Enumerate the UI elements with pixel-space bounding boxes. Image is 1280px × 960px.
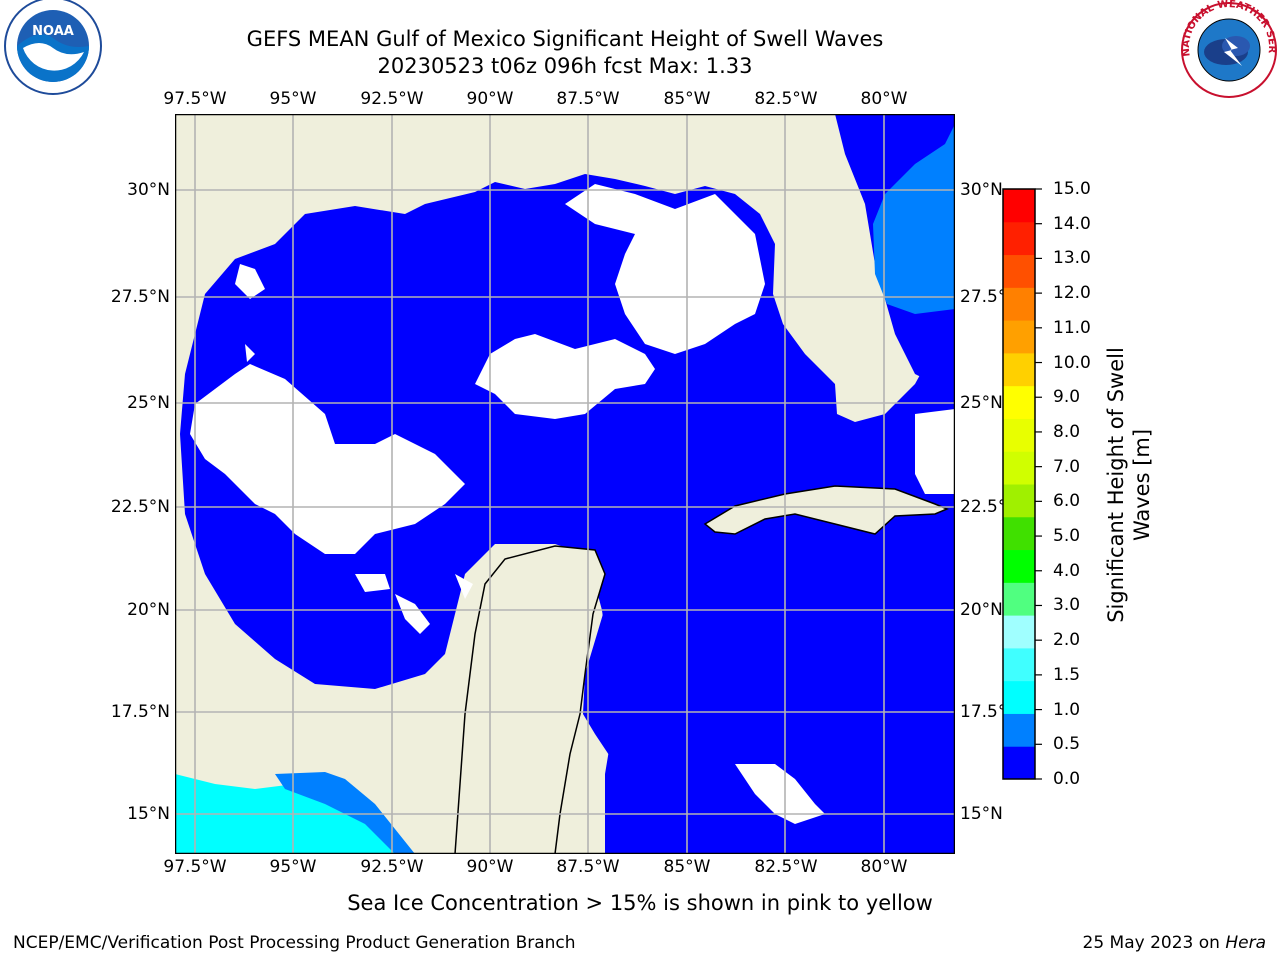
atlantic-mid-swell	[873, 124, 955, 314]
noaa-logo-text: NOAA	[32, 24, 74, 39]
cuba-land	[703, 485, 949, 535]
noaa-logo: NOAA	[4, 0, 102, 95]
credit-host: Hera	[1225, 933, 1266, 953]
lat-label-left: 15°N	[127, 804, 170, 824]
nws-logo: NATIONAL WEATHER SERVICE	[1178, 0, 1277, 98]
lon-label-top: 80°W	[860, 89, 908, 109]
colorbar-segment	[1003, 582, 1035, 616]
lat-label-right: 15°N	[960, 804, 1003, 824]
lon-label-top: 92.5°W	[360, 89, 424, 109]
colorbar-tick-label: 3.0	[1053, 595, 1081, 616]
lat-label-left: 27.5°N	[110, 287, 170, 307]
colorbar-segment	[1003, 418, 1035, 452]
credit-date-text: 25 May 2023 on	[1082, 933, 1226, 953]
colorbar-tick-label: 0.0	[1053, 769, 1081, 789]
lon-label-top: 85°W	[663, 89, 711, 109]
colorbar-segment	[1003, 287, 1035, 321]
colorbar-tick-label: 5.0	[1053, 526, 1081, 547]
colorbar-tick-label: 6.0	[1053, 491, 1081, 512]
credit-organization: NCEP/EMC/Verification Post Processing Pr…	[13, 933, 576, 953]
colorbar-tick-label: 14.0	[1053, 213, 1091, 234]
colorbar-tick-label: 1.5	[1053, 664, 1081, 685]
sea-ice-note: Sea Ice Concentration > 15% is shown in …	[347, 891, 933, 915]
lon-label-bottom: 82.5°W	[754, 857, 818, 877]
colorbar-segment	[1003, 221, 1035, 256]
colorbar-tick-label: 9.0	[1053, 387, 1081, 408]
lat-label-left: 17.5°N	[110, 702, 170, 722]
colorbar-tick-label: 12.0	[1053, 283, 1091, 304]
colorbar-tick-label: 11.0	[1053, 317, 1091, 338]
lat-label-right: 25°N	[960, 393, 1003, 413]
colorbar-tick-label: 10.0	[1053, 352, 1091, 373]
colorbar-frame	[1002, 188, 1036, 780]
colorbar-tick-label: 8.0	[1053, 421, 1081, 442]
colorbar-tick-label: 4.0	[1053, 560, 1081, 581]
colorbar-segment	[1003, 254, 1035, 288]
colorbar-segment	[1003, 352, 1035, 387]
lon-label-bottom: 85°W	[663, 857, 711, 877]
colorbar-segment	[1003, 746, 1035, 780]
colorbar-segment	[1003, 320, 1035, 354]
colorbar-label: Significant Height of Swell Waves [m]	[1103, 347, 1155, 623]
colorbar-segment	[1003, 484, 1035, 518]
lon-label-top: 87.5°W	[556, 89, 620, 109]
map-panel	[175, 114, 955, 854]
pacific-water-mid	[275, 772, 415, 854]
yucatan-land	[454, 545, 606, 854]
colorbar-segment	[1003, 516, 1035, 551]
colorbar-tick-label: 13.0	[1053, 248, 1091, 269]
lon-label-bottom: 95°W	[269, 857, 317, 877]
lon-label-top: 82.5°W	[754, 89, 818, 109]
map-frame	[175, 114, 955, 854]
colorbar-tick-label: 0.5	[1053, 734, 1081, 755]
colorbar-segment	[1003, 713, 1035, 747]
colorbar-tick-label: 1.0	[1053, 699, 1081, 720]
colorbar-label-line1: Significant Height of Swell	[1104, 347, 1128, 623]
colorbar	[1002, 188, 1042, 780]
colorbar-segment	[1003, 647, 1035, 682]
map-title: GEFS MEAN Gulf of Mexico Significant Hei…	[246, 27, 884, 51]
colorbar-segment	[1003, 189, 1035, 223]
credit-date: 25 May 2023 on Hera	[1083, 933, 1267, 953]
lat-label-left: 20°N	[127, 600, 170, 620]
map-subtitle: 20230523 t06z 096h fcst Max: 1.33	[377, 54, 753, 78]
lat-label-left: 30°N	[127, 180, 170, 200]
lon-label-top: 95°W	[269, 89, 317, 109]
colorbar-segment	[1003, 549, 1035, 583]
lon-label-bottom: 90°W	[466, 857, 514, 877]
colorbar-tick-label: 7.0	[1053, 456, 1081, 477]
lon-label-bottom: 87.5°W	[556, 857, 620, 877]
colorbar-segment	[1003, 615, 1035, 649]
lat-label-left: 25°N	[127, 393, 170, 413]
graticule	[175, 114, 955, 854]
lat-label-left: 22.5°N	[110, 497, 170, 517]
colorbar-tick-label: 2.0	[1053, 630, 1081, 651]
colorbar-segment	[1003, 451, 1035, 485]
lon-label-top: 90°W	[466, 89, 514, 109]
colorbar-tick-label: 15.0	[1053, 179, 1091, 199]
lat-label-right: 20°N	[960, 600, 1003, 620]
lon-label-top: 97.5°W	[163, 89, 227, 109]
lat-label-right: 30°N	[960, 180, 1003, 200]
colorbar-label-line2: Waves [m]	[1130, 428, 1154, 542]
lon-label-bottom: 80°W	[860, 857, 908, 877]
lon-label-bottom: 97.5°W	[163, 857, 227, 877]
colorbar-segment	[1003, 385, 1035, 419]
colorbar-segment	[1003, 680, 1035, 714]
caribbean-water	[595, 479, 955, 854]
lon-label-bottom: 92.5°W	[360, 857, 424, 877]
